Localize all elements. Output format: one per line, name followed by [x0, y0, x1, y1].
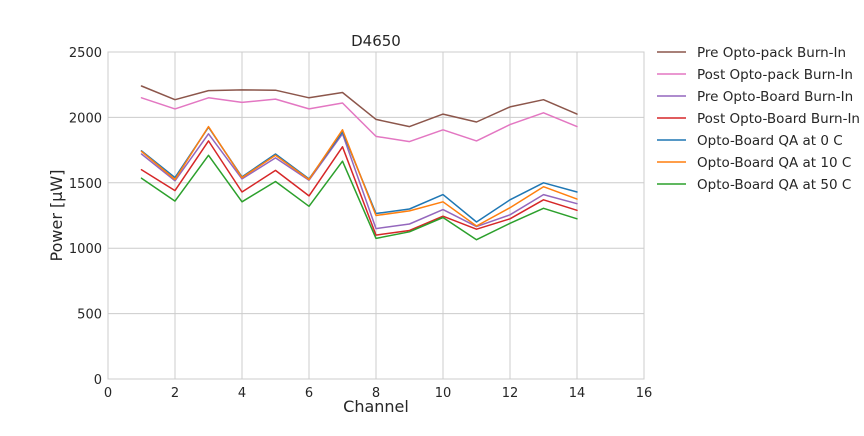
legend-label: Pre Opto-pack Burn-In	[697, 45, 846, 61]
series-line-1	[140, 85, 578, 128]
y-tick-label: 2500	[69, 46, 102, 61]
x-tick-label: 16	[636, 386, 653, 401]
series-line-6	[140, 125, 578, 227]
x-axis-label: Channel	[343, 397, 409, 416]
legend-label: Pre Opto-Board Burn-In	[697, 89, 853, 105]
x-tick-label: 12	[502, 386, 519, 401]
chart-title: D4650	[351, 32, 401, 50]
legend-label: Post Opto-pack Burn-In	[697, 67, 853, 83]
x-tick-label: 0	[104, 386, 112, 401]
x-tick-label: 14	[569, 386, 586, 401]
series-line-4	[140, 140, 578, 236]
series-line-3	[140, 133, 578, 230]
y-tick-label: 500	[77, 308, 102, 323]
series-lines	[140, 85, 578, 241]
series-line-7	[140, 154, 578, 241]
y-tick-label: 1000	[69, 242, 102, 257]
y-tick-label: 0	[94, 373, 102, 388]
y-tick-label: 2000	[69, 111, 102, 126]
series-line-2	[140, 97, 578, 143]
legend-label: Opto-Board QA at 50 C	[697, 177, 851, 193]
legend-label: Opto-Board QA at 0 C	[697, 133, 843, 149]
y-tick-label: 1500	[69, 177, 102, 192]
axis-ticks: 0 2 4 6 8 10 12 14 16 0 500 1000 1500 2000 2500	[69, 46, 652, 401]
legend: Pre Opto-pack Burn-In Post Opto-pack Burn…	[657, 45, 860, 193]
x-tick-label: 10	[435, 386, 452, 401]
x-tick-label: 4	[238, 386, 246, 401]
plot-frame	[107, 51, 645, 380]
x-tick-label: 8	[372, 386, 380, 401]
x-tick-label: 2	[171, 386, 179, 401]
legend-label: Post Opto-Board Burn-In	[697, 111, 860, 127]
x-tick-label: 6	[305, 386, 313, 401]
y-axis-label: Power [μW]	[47, 170, 66, 262]
legend-label: Opto-Board QA at 10 C	[697, 155, 851, 171]
